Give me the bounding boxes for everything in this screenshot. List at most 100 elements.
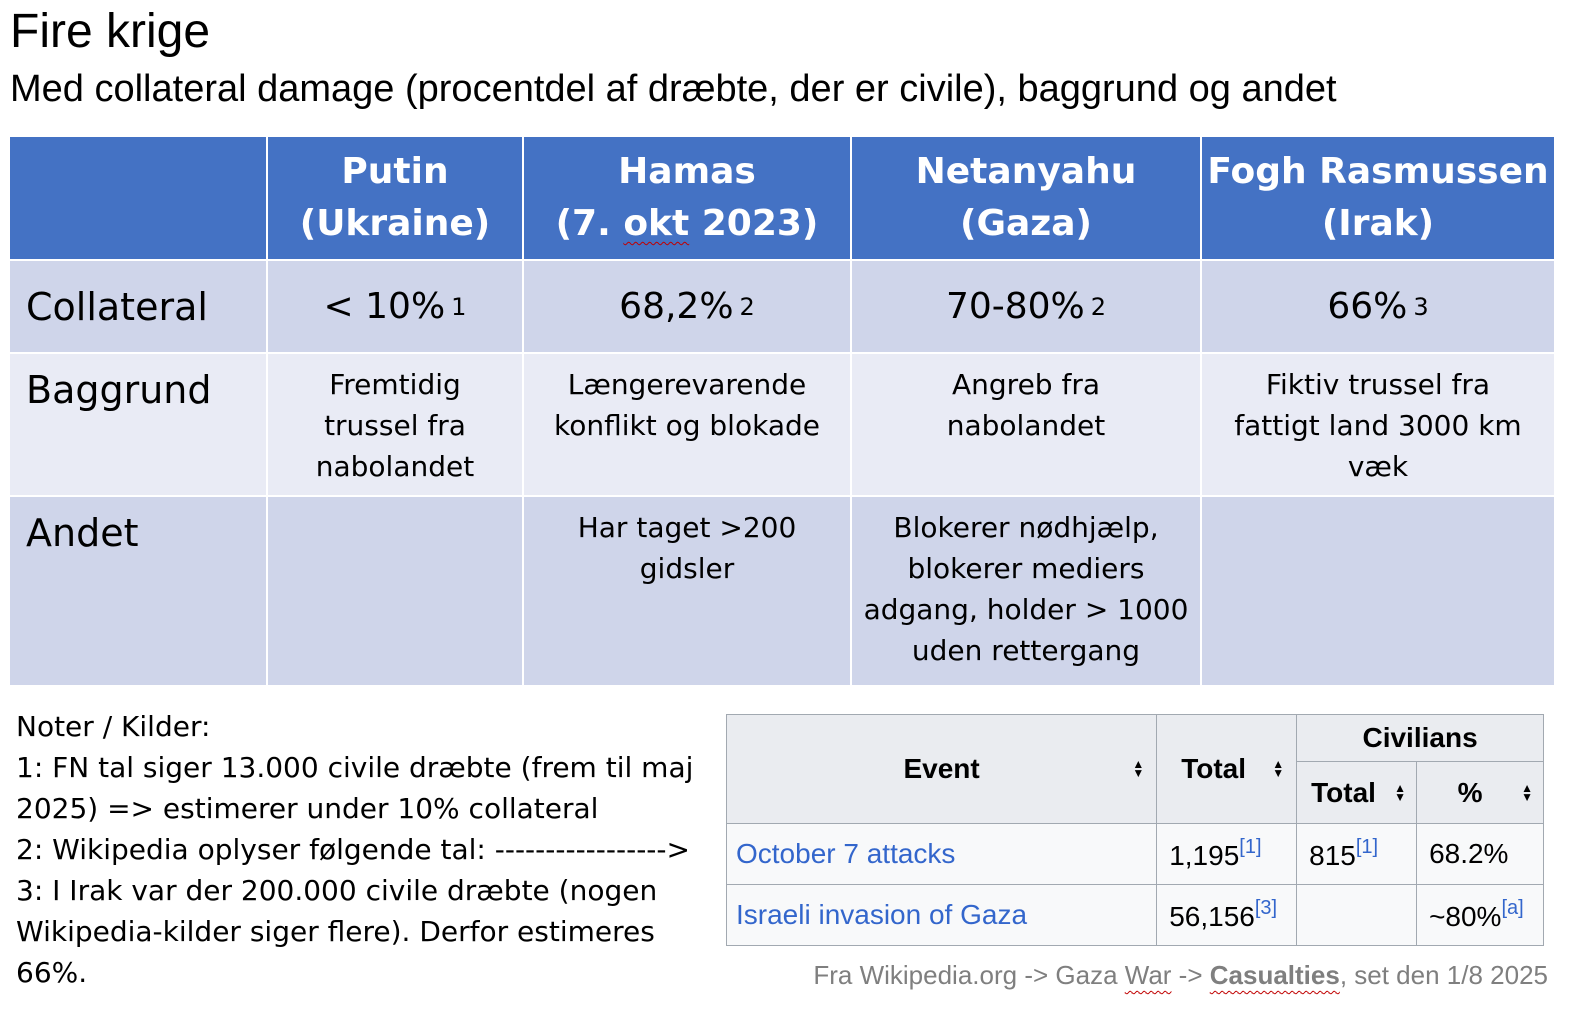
civ-total-cell [1296, 883, 1418, 947]
caption-text: Fra Wikipedia.org -> Gaza [813, 960, 1125, 990]
cell-line: Har taget >200 [577, 511, 797, 544]
cell-line: trussel fra [324, 409, 466, 442]
total-value: 1,195 [1169, 840, 1240, 872]
total-value: 56,156 [1169, 900, 1255, 932]
cell-line: Fremtidig [329, 368, 461, 401]
cell-line: nabolandet [315, 450, 475, 483]
cell-line: blokerer mediers [907, 552, 1145, 585]
total-cell: 56,156[3] [1156, 883, 1298, 947]
table-row: October 7 attacks 1,195[1] 815[1] 68.2% [725, 823, 1544, 885]
caption-text: -> [1171, 960, 1210, 990]
cell-line: nabolandet [946, 409, 1106, 442]
footnote-marker: 1 [451, 292, 467, 321]
header-label: Total [1311, 776, 1376, 808]
header-putin: Putin (Ukraine) [268, 137, 522, 259]
collateral-value: 66% [1327, 286, 1408, 327]
collateral-netanyahu: 70-80% 2 [852, 261, 1200, 352]
sort-arrows-icon[interactable]: ▲ ▼ [1132, 757, 1145, 781]
sort-arrows-icon[interactable]: ▲ ▼ [1394, 780, 1407, 804]
header-line2: (Ukraine) [299, 203, 491, 244]
cell-line: Fiktiv trussel fra [1265, 368, 1491, 401]
row-label-andet: Andet [10, 497, 266, 685]
collateral-value: < 10% [323, 286, 446, 327]
note-line: 3: I Irak var der 200.000 civile dræbte … [16, 874, 658, 907]
collateral-hamas: 68,2% 2 [524, 261, 850, 352]
andet-fogh [1202, 497, 1554, 685]
header-line2: (Gaza) [960, 203, 1092, 244]
reference-link[interactable]: [a] [1501, 896, 1524, 919]
comparison-table: Putin (Ukraine) Hamas (7. okt 2023) Neta… [10, 137, 1554, 685]
andet-hamas: Har taget >200 gidsler [524, 497, 850, 685]
civ-pct-cell: 68.2% [1416, 823, 1544, 885]
header-line1: Hamas [618, 151, 756, 192]
notes-sources: Noter / Kilder: 1: FN tal siger 13.000 c… [16, 706, 716, 993]
cell-line: Angreb fra [952, 368, 1100, 401]
cell-line: Blokerer nødhjælp, [893, 511, 1159, 544]
row-label-baggrund: Baggrund [10, 354, 266, 495]
cell-line: uden rettergang [911, 634, 1141, 667]
caption-text: War [1124, 960, 1172, 990]
cell-line: væk [1347, 450, 1409, 483]
collateral-putin: < 10% 1 [268, 261, 522, 352]
andet-putin [268, 497, 522, 685]
event-link-october-7[interactable]: October 7 attacks [736, 838, 956, 870]
civ-pct-value: 68.2% [1429, 838, 1509, 870]
collateral-fogh: 66% 3 [1202, 261, 1554, 352]
civ-total-value: 815 [1309, 840, 1356, 872]
footnote-marker: 2 [1090, 292, 1107, 321]
header-fogh-rasmussen: Fogh Rasmussen (Irak) [1202, 137, 1554, 259]
note-line: Wikipedia-kilder siger flere). Derfor es… [16, 915, 655, 948]
sort-arrows-icon[interactable]: ▲ ▼ [1272, 757, 1285, 781]
note-line: 2025) => estimerer under 10% collateral [16, 792, 599, 825]
total-cell: 1,195[1] [1156, 823, 1298, 885]
footnote-marker: 2 [739, 292, 755, 321]
header-line2: (7. okt 2023) [556, 198, 819, 250]
cell-line: konflikt og blokade [554, 409, 820, 442]
header-hamas: Hamas (7. okt 2023) [524, 137, 850, 259]
header-line1: Netanyahu [915, 151, 1137, 192]
header-line2-spellcheck-word: okt [623, 203, 690, 244]
header-line2-part: (7. [555, 203, 624, 244]
header-label: % [1457, 776, 1483, 808]
note-line: 2: Wikipedia oplyser følgende tal: -----… [16, 833, 690, 866]
baggrund-putin: Fremtidig trussel fra nabolandet [268, 354, 522, 495]
footnote-marker: 3 [1413, 292, 1429, 321]
slide-title: Fire krige [10, 5, 211, 58]
reference-link[interactable]: [3] [1254, 896, 1278, 919]
event-link-israeli-invasion[interactable]: Israeli invasion of Gaza [736, 898, 1028, 930]
header-line2: (Irak) [1321, 203, 1435, 244]
civ-total-cell: 815[1] [1296, 823, 1418, 885]
cell-line: fattigt land 3000 km [1234, 409, 1522, 442]
reference-link[interactable]: [1] [1355, 836, 1379, 859]
reference-link[interactable]: [1] [1239, 836, 1262, 859]
civ-pct-cell: ~80%[a] [1416, 883, 1544, 947]
header-label: Event [903, 753, 980, 785]
caption-text: Casualties [1209, 960, 1340, 990]
sort-arrows-icon[interactable]: ▲ ▼ [1521, 780, 1533, 804]
header-line2-part: 2023) [689, 203, 819, 244]
note-line: 66%. [16, 956, 88, 989]
row-label-collateral: Collateral [10, 261, 266, 352]
table-row: Israeli invasion of Gaza 56,156[3] ~80%[… [725, 883, 1544, 947]
collateral-value: 68,2% [619, 286, 734, 327]
collateral-value: 70-80% [945, 286, 1085, 327]
cell-line: gidsler [639, 552, 735, 585]
col-header-event[interactable]: Event ▲ ▼ [725, 713, 1158, 825]
col-header-civ-total[interactable]: Total ▲ ▼ [1296, 761, 1418, 825]
header-corner [10, 137, 266, 259]
caption-text: , set den 1/8 2025 [1339, 960, 1548, 990]
cell-line: Længerevarende [567, 368, 807, 401]
event-cell: October 7 attacks [725, 823, 1158, 885]
baggrund-fogh: Fiktiv trussel fra fattigt land 3000 km … [1202, 354, 1554, 495]
header-label: Total [1181, 753, 1247, 785]
col-header-total[interactable]: Total ▲ ▼ [1156, 713, 1298, 825]
header-line1: Putin [341, 151, 449, 192]
header-line1: Fogh Rasmussen [1207, 151, 1549, 192]
source-caption: Fra Wikipedia.org -> Gaza War -> Casualt… [813, 960, 1548, 991]
note-line: 1: FN tal siger 13.000 civile dræbte (fr… [16, 751, 694, 784]
baggrund-hamas: Længerevarende konflikt og blokade [524, 354, 850, 495]
col-header-civ-pct[interactable]: % ▲ ▼ [1416, 761, 1544, 825]
andet-netanyahu: Blokerer nødhjælp, blokerer mediers adga… [852, 497, 1200, 685]
slide-subtitle: Med collateral damage (procentdel af dræ… [10, 68, 1337, 110]
header-netanyahu: Netanyahu (Gaza) [852, 137, 1200, 259]
